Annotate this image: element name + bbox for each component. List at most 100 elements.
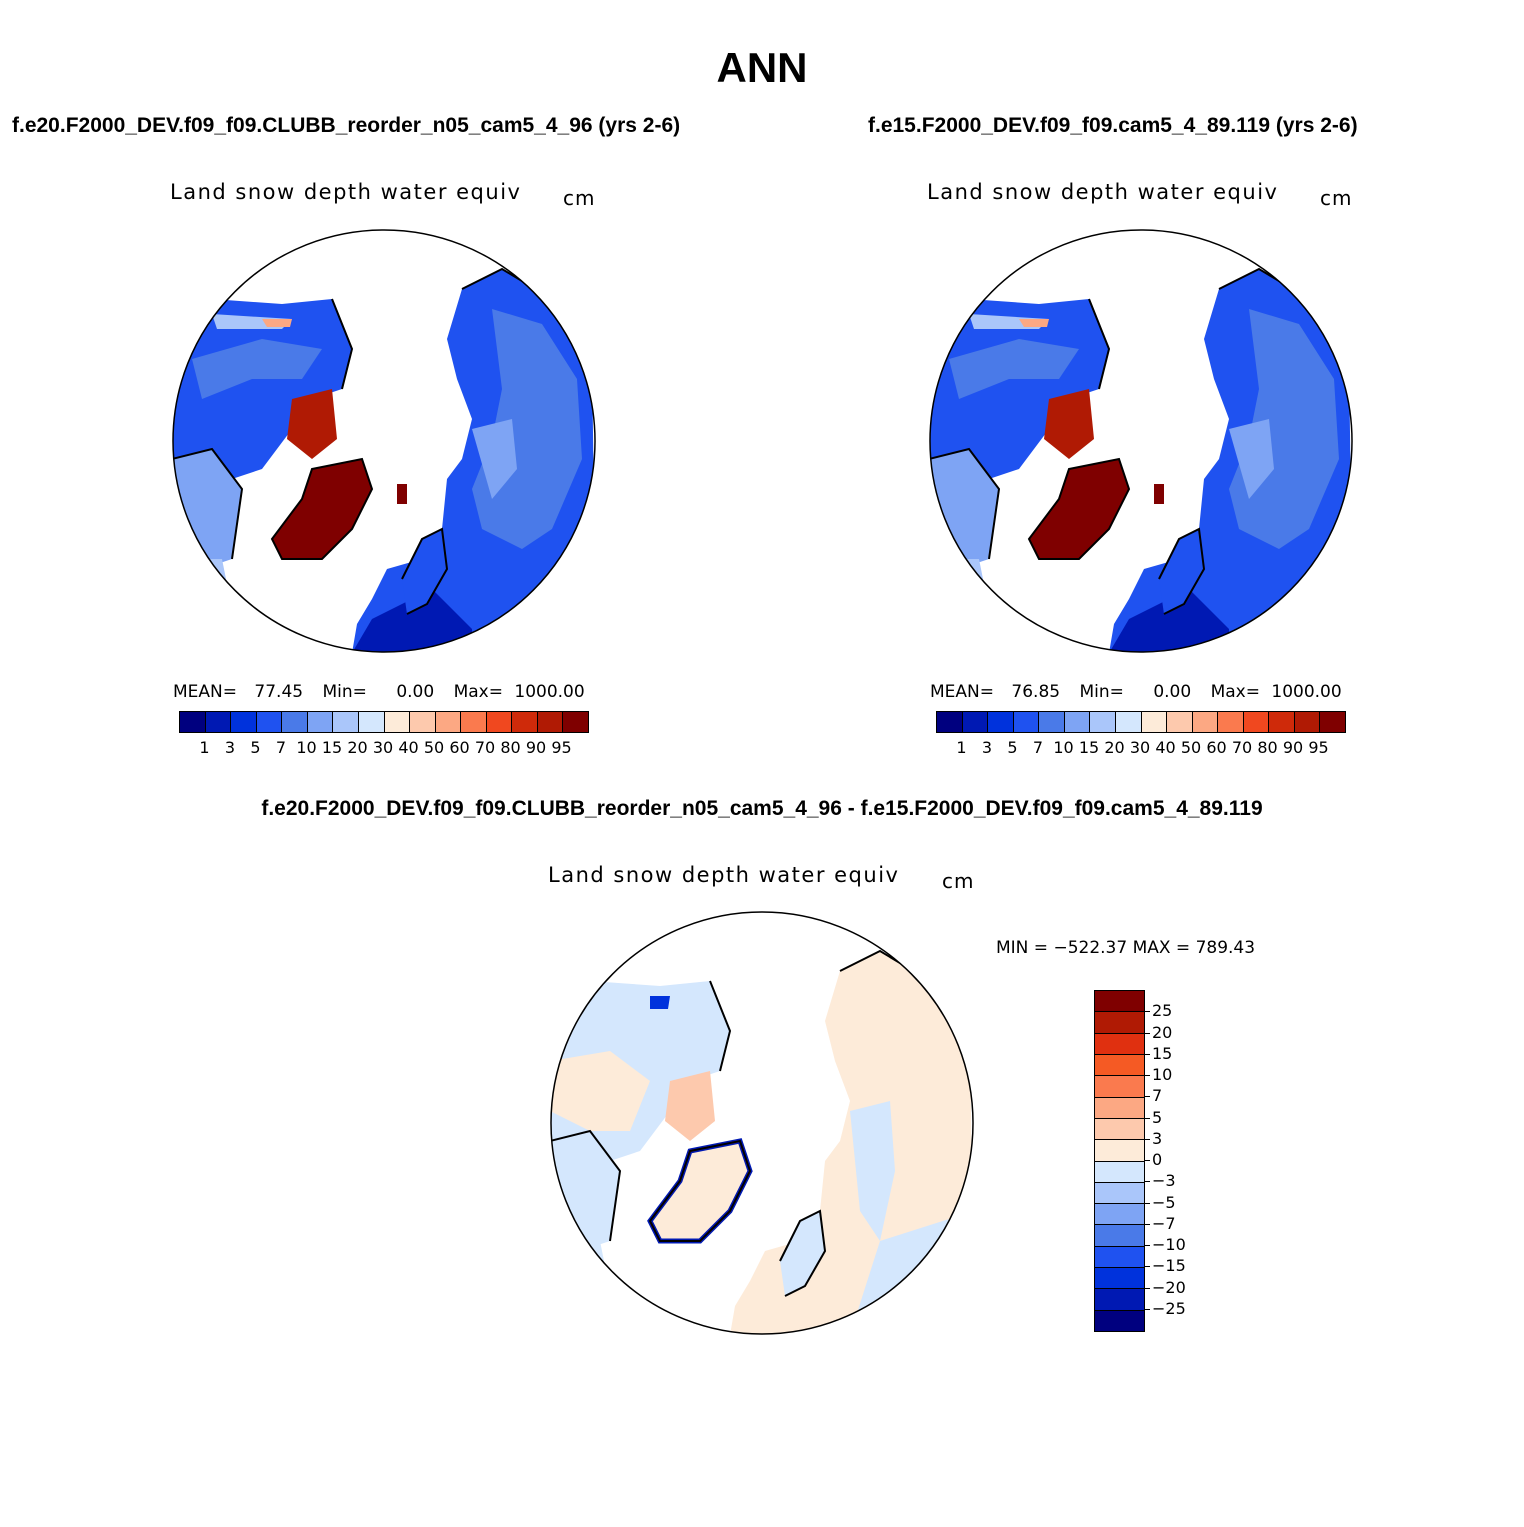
left-variable-title: Land snow depth water equiv <box>170 180 522 204</box>
colorbar-tick-label: 50 <box>423 738 445 757</box>
colorbar-tick-label: 5 <box>1152 1107 1163 1127</box>
right-case-title: f.e15.F2000_DEV.f09_f09.cam5_4_89.119 (y… <box>868 114 1358 137</box>
colorbar-tick-label: 5 <box>250 738 261 757</box>
colorbar-tick-label: 70 <box>474 738 496 757</box>
left-max-label: Max= <box>453 682 503 702</box>
colorbar-tick-label: 1 <box>956 738 967 757</box>
page-title: ANN <box>716 44 808 91</box>
left-colorbar <box>179 711 589 733</box>
colorbar-swatch <box>358 712 385 732</box>
colorbar-tick-label: 7 <box>275 738 287 757</box>
colorbar-tick-label: 20 <box>1104 738 1125 757</box>
colorbar-swatch <box>988 712 1014 732</box>
diff-colorbar <box>1094 990 1145 1332</box>
right-stats: MEAN= 76.85 Min= 0.00 Max= 1000.00 <box>930 682 1342 702</box>
colorbar-swatch <box>962 712 989 732</box>
colorbar-swatch <box>537 712 564 732</box>
colorbar-tick-label: 7 <box>1032 738 1044 757</box>
colorbar-swatch <box>384 712 411 732</box>
colorbar-tick-label: 15 <box>1078 738 1100 757</box>
colorbar-swatch <box>1167 712 1193 732</box>
colorbar-tick-label: 30 <box>1129 738 1151 757</box>
diff-variable-title: Land snow depth water equiv <box>548 863 900 887</box>
colorbar-tick-mark <box>1144 1202 1150 1204</box>
diff-min-max: MIN = −522.37 MAX = 789.43 <box>996 938 1256 958</box>
colorbar-tick-label: 40 <box>398 738 419 757</box>
colorbar-swatch <box>1095 1246 1144 1269</box>
colorbar-tick-label: −25 <box>1152 1298 1186 1318</box>
colorbar-swatch <box>1243 712 1270 732</box>
colorbar-swatch <box>1095 991 1144 1013</box>
colorbar-swatch <box>1090 712 1116 732</box>
colorbar-swatch <box>1095 1204 1144 1226</box>
colorbar-tick-label: 60 <box>1206 738 1227 757</box>
colorbar-tick-mark <box>1144 1096 1150 1098</box>
colorbar-swatch <box>486 712 513 732</box>
colorbar-swatch <box>410 712 436 732</box>
colorbar-tick-mark <box>1144 1053 1150 1055</box>
diff-units: cm <box>942 869 975 893</box>
colorbar-tick-mark <box>1144 1223 1150 1225</box>
colorbar-tick-label: 15 <box>321 738 343 757</box>
right-mean-label: MEAN= <box>930 682 994 702</box>
colorbar-tick-mark <box>1144 1117 1150 1119</box>
colorbar-swatch <box>1064 712 1091 732</box>
colorbar-tick-mark <box>1144 1011 1150 1013</box>
colorbar-tick-label: 40 <box>1155 738 1176 757</box>
colorbar-swatch <box>1095 1033 1144 1055</box>
left-colorbar-labels: 1 3 5 7 10 15 20 30 40 50 60 70 80 90 95 <box>179 738 587 760</box>
colorbar-tick-label: −20 <box>1152 1277 1186 1297</box>
colorbar-tick-mark <box>1144 1266 1150 1268</box>
colorbar-tick-label: −3 <box>1152 1171 1176 1191</box>
colorbar-tick-label: 1 <box>199 738 210 757</box>
colorbar-swatch <box>282 712 308 732</box>
colorbar-swatch <box>1269 712 1295 732</box>
right-mean-value: 76.85 <box>1011 682 1061 702</box>
colorbar-tick-label: 7 <box>1152 1086 1163 1106</box>
colorbar-swatch <box>1039 712 1065 732</box>
right-colorbar <box>936 711 1346 733</box>
colorbar-swatch <box>333 712 359 732</box>
colorbar-tick-label: 30 <box>372 738 394 757</box>
colorbar-swatch <box>1095 1289 1144 1311</box>
colorbar-tick-label: 95 <box>1308 738 1329 757</box>
right-min-label: Min= <box>1079 682 1124 702</box>
left-polar-map <box>172 229 596 653</box>
colorbar-tick-label: 90 <box>525 738 547 757</box>
colorbar-swatch <box>1294 712 1321 732</box>
colorbar-swatch <box>1095 1310 1144 1331</box>
colorbar-tick-label: −10 <box>1152 1235 1186 1254</box>
right-variable-title: Land snow depth water equiv <box>927 180 1279 204</box>
colorbar-tick-label: 5 <box>1007 738 1018 757</box>
colorbar-swatch <box>512 712 538 732</box>
diff-polar-map <box>550 911 974 1335</box>
colorbar-tick-label: 80 <box>1257 738 1278 757</box>
colorbar-swatch <box>937 712 963 732</box>
colorbar-swatch <box>1013 712 1040 732</box>
colorbar-swatch <box>1115 712 1142 732</box>
colorbar-tick-mark <box>1144 1075 1150 1076</box>
colorbar-swatch <box>563 712 588 732</box>
colorbar-swatch <box>1095 1076 1144 1098</box>
right-max-value: 1000.00 <box>1271 682 1342 702</box>
colorbar-tick-mark <box>1144 1032 1150 1034</box>
left-min-label: Min= <box>322 682 367 702</box>
colorbar-tick-label: −15 <box>1152 1256 1186 1276</box>
colorbar-swatch <box>205 712 232 732</box>
colorbar-tick-label: 3 <box>224 738 236 757</box>
left-mean-value: 77.45 <box>254 682 304 702</box>
left-min-value: 0.00 <box>396 682 435 702</box>
colorbar-tick-label: 25 <box>1152 1001 1173 1021</box>
colorbar-tick-label: 15 <box>1152 1043 1173 1063</box>
colorbar-tick-label: −5 <box>1152 1192 1176 1212</box>
colorbar-tick-label: 3 <box>1152 1128 1163 1148</box>
colorbar-tick-mark <box>1144 1287 1150 1289</box>
left-max-value: 1000.00 <box>514 682 585 702</box>
diff-case-title: f.e20.F2000_DEV.f09_f09.CLUBB_reorder_n0… <box>261 797 1263 820</box>
colorbar-tick-mark <box>1144 1138 1150 1140</box>
left-mean-label: MEAN= <box>173 682 237 702</box>
colorbar-swatch <box>1095 1012 1144 1034</box>
colorbar-tick-label: 0 <box>1152 1150 1163 1169</box>
left-case-title: f.e20.F2000_DEV.f09_f09.CLUBB_reorder_n0… <box>12 114 681 137</box>
colorbar-tick-label: 60 <box>449 738 470 757</box>
